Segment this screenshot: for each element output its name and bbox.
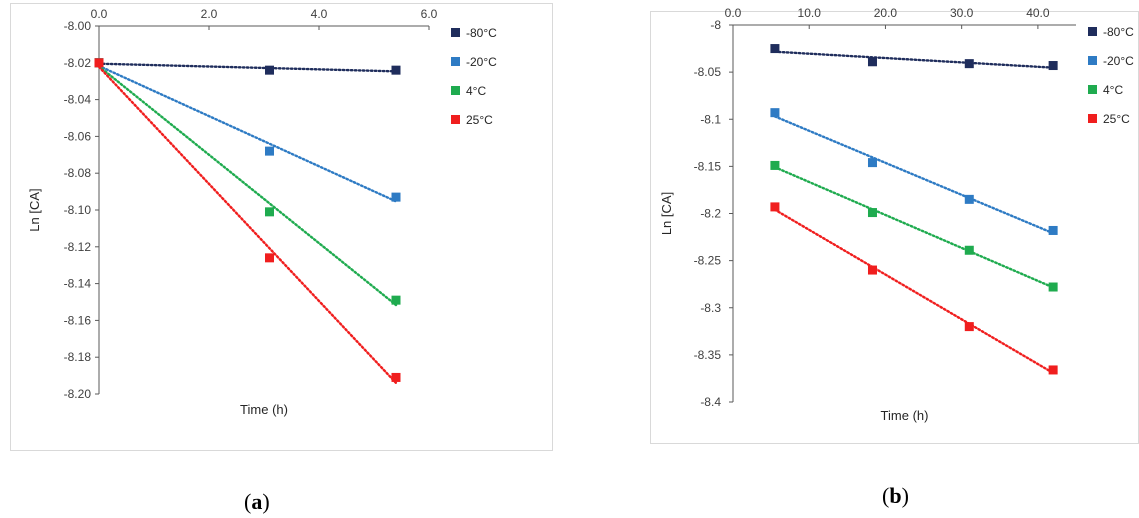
- data-point-series-3: [391, 295, 401, 305]
- y-axis-label: Ln [CA]: [27, 188, 42, 231]
- x-tick-label: 0.0: [725, 6, 742, 20]
- y-tick-label: -8.06: [64, 129, 92, 143]
- x-axis-label: Time (h): [240, 402, 288, 417]
- data-point-series-1: [1048, 61, 1058, 71]
- y-tick-label: -8.35: [694, 348, 722, 362]
- x-tick-label: 4.0: [311, 7, 328, 21]
- caption-b: (b): [882, 483, 909, 508]
- chart-panel-b: -8 -8.05 -8.1 -8.15 -8.2 -8.25 -8.3 -8.35 -8.4 0.…: [650, 6, 1139, 444]
- data-point-series-2: [770, 108, 780, 118]
- data-point-series-1: [391, 65, 401, 75]
- legend-marker: [451, 57, 460, 66]
- data-point-series-4: [94, 58, 104, 68]
- y-tick-label: -8.2: [700, 207, 721, 221]
- trendline-1: [773, 50, 1055, 69]
- y-tick-label: -8.05: [694, 65, 722, 79]
- data-point-series-2: [867, 158, 877, 168]
- legend-label: 25°C: [466, 113, 493, 127]
- chart-panel-a: -8.00 -8.02 -8.04 -8.06 -8.08 -8.10 -8.12 -8.14…: [10, 3, 553, 451]
- y-tick-label: -8.15: [694, 159, 722, 173]
- x-tick-label: 6.0: [421, 7, 438, 21]
- data-point-series-2: [391, 192, 401, 202]
- legend-label: 25°C: [1103, 112, 1130, 126]
- data-point-series-3: [964, 245, 974, 255]
- data-point-series-4: [770, 202, 780, 212]
- legend-label: -20°C: [466, 55, 497, 69]
- caption-a: (a): [244, 489, 270, 514]
- trendline-4: [97, 65, 398, 385]
- y-tick-label: -8.04: [64, 93, 92, 107]
- legend-label: -80°C: [1103, 25, 1134, 39]
- trendline-3: [97, 65, 398, 307]
- y-tick-label: -8.00: [64, 19, 92, 33]
- x-tick-label: 2.0: [201, 7, 218, 21]
- data-point-series-2: [964, 194, 974, 204]
- data-point-series-1: [265, 65, 274, 75]
- data-point-series-2: [1048, 225, 1058, 235]
- caption-b-letter: b: [889, 483, 902, 508]
- x-tick-label: 20.0: [874, 6, 898, 20]
- data-point-series-4: [867, 265, 877, 275]
- data-point-series-1: [964, 59, 974, 69]
- data-point-series-4: [265, 253, 274, 263]
- legend-marker: [1088, 56, 1097, 65]
- caption-a-letter: a: [251, 489, 263, 514]
- y-tick-label: -8.18: [64, 350, 92, 364]
- y-tick-label: -8.12: [64, 240, 92, 254]
- chart-b: -8 -8.05 -8.1 -8.15 -8.2 -8.25 -8.3 -8.35 -8.4 0.…: [659, 6, 1134, 423]
- data-point-series-2: [265, 146, 274, 156]
- trendline-2: [773, 115, 1055, 235]
- data-point-series-1: [770, 44, 780, 54]
- legend-label: -20°C: [1103, 54, 1134, 68]
- data-point-series-3: [265, 207, 274, 217]
- legend-marker: [451, 115, 460, 124]
- data-point-series-4: [1048, 365, 1058, 375]
- x-tick-label: 30.0: [950, 6, 974, 20]
- data-point-series-3: [867, 208, 877, 218]
- data-point-series-4: [391, 372, 401, 382]
- legend-marker: [1088, 114, 1097, 123]
- y-tick-label: -8: [710, 18, 721, 32]
- trendline-3: [773, 166, 1055, 289]
- y-tick-label: -8.1: [700, 112, 721, 126]
- data-point-series-4: [964, 322, 974, 332]
- legend-marker: [1088, 85, 1097, 94]
- trendline-2: [97, 64, 398, 203]
- x-tick-label: 10.0: [798, 6, 822, 20]
- legend-label: -80°C: [466, 26, 497, 40]
- data-point-series-3: [770, 160, 780, 170]
- y-tick-label: -8.25: [694, 254, 722, 268]
- legend-marker: [451, 86, 460, 95]
- data-point-series-3: [1048, 282, 1058, 292]
- data-point-series-1: [867, 57, 877, 67]
- trendline-4: [773, 208, 1055, 375]
- y-axis-label: Ln [CA]: [659, 192, 674, 235]
- legend-marker: [1088, 27, 1097, 36]
- y-tick-label: -8.02: [64, 56, 92, 70]
- y-tick-label: -8.08: [64, 166, 92, 180]
- y-tick-label: -8.3: [700, 301, 721, 315]
- y-tick-label: -8.14: [64, 277, 92, 291]
- legend-label: 4°C: [466, 84, 486, 98]
- x-axis-label: Time (h): [881, 408, 929, 423]
- x-tick-label: 40.0: [1026, 6, 1050, 20]
- chart-a: -8.00 -8.02 -8.04 -8.06 -8.08 -8.10 -8.12 -8.14…: [27, 7, 497, 417]
- y-tick-label: -8.4: [700, 395, 721, 409]
- y-tick-label: -8.20: [64, 387, 92, 401]
- x-tick-label: 0.0: [91, 7, 108, 21]
- legend-marker: [451, 28, 460, 37]
- y-tick-label: -8.10: [64, 203, 92, 217]
- legend-label: 4°C: [1103, 83, 1123, 97]
- trendline-1: [97, 62, 398, 73]
- y-tick-label: -8.16: [64, 313, 92, 327]
